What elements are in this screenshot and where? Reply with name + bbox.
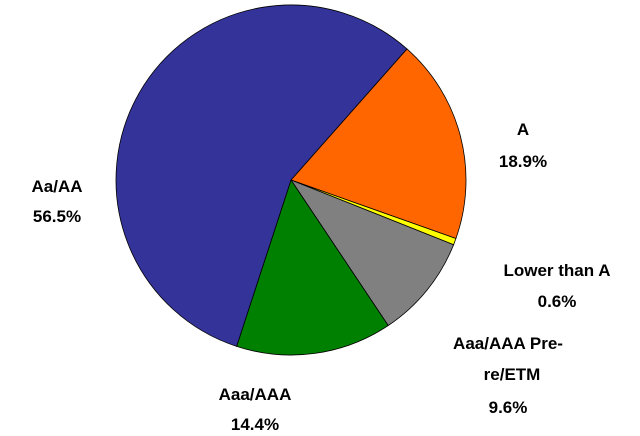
pie-slices [115, 4, 467, 356]
slice-aa-aa [115, 4, 408, 347]
slice-aaa-aaa [236, 179, 389, 356]
label-aaa-pre-etm-value: 9.6% [489, 398, 528, 417]
label-aaa-aaa-name: Aaa/AAA [219, 385, 292, 404]
label-lower-than-a-name: Lower than A [503, 261, 610, 280]
label-lower-than-a-value: 0.6% [538, 292, 577, 311]
label-aaa-pre-etm-name-line1: Aaa/AAA Pre- [453, 334, 563, 353]
label-aa-aa-value: 56.5% [33, 207, 81, 226]
label-a-name: A [517, 120, 529, 139]
label-aaa-pre-etm-name-line2: re/ETM [484, 365, 541, 384]
slice-aaa-pre-etm [289, 179, 455, 327]
slice-a [290, 48, 467, 240]
label-aa-aa-name: Aa/AA [31, 177, 82, 196]
label-aaa-aaa-value: 14.4% [231, 415, 279, 434]
label-a-value: 18.9% [499, 152, 547, 171]
